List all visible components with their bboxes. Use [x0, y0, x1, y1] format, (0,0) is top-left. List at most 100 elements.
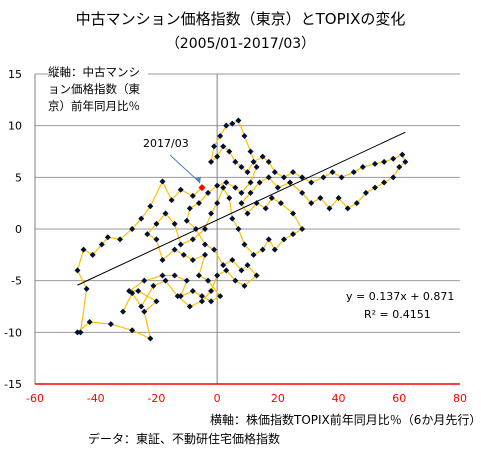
data-point	[317, 195, 324, 201]
data-point	[308, 179, 315, 186]
data-point	[214, 182, 221, 189]
data-point	[171, 220, 178, 227]
data-point	[117, 236, 123, 243]
data-point	[265, 174, 272, 181]
x-tick-label: 60	[392, 392, 406, 405]
annotation-label: 2017/03	[143, 137, 189, 150]
data-point	[208, 210, 215, 217]
data-point	[232, 158, 239, 165]
data-point	[226, 195, 233, 201]
data-point	[195, 200, 202, 207]
annotation-arrowhead	[194, 176, 201, 184]
data-point	[223, 267, 230, 274]
data-point	[359, 164, 366, 170]
data-point	[250, 251, 257, 258]
data-point	[214, 272, 221, 279]
data-point	[241, 241, 248, 248]
data-point	[238, 189, 245, 196]
data-point	[202, 226, 208, 232]
data-point	[80, 246, 87, 253]
y-tick-label: 5	[15, 171, 22, 184]
data-point	[223, 122, 230, 129]
data-point	[186, 303, 193, 310]
data-point	[326, 205, 333, 212]
annotation-arrow	[169, 154, 201, 184]
data-point	[350, 169, 357, 176]
data-point	[214, 153, 221, 160]
data-point	[107, 321, 114, 328]
data-point	[129, 226, 136, 232]
data-point	[153, 220, 160, 227]
data-point	[232, 277, 239, 284]
data-point	[83, 285, 90, 292]
data-point	[381, 158, 388, 165]
data-point	[396, 164, 403, 170]
data-point	[244, 210, 251, 217]
data-point	[223, 179, 230, 186]
data-point	[271, 246, 278, 253]
data-point	[329, 169, 336, 176]
data-point	[241, 133, 248, 139]
data-point	[159, 178, 166, 185]
data-point	[177, 241, 184, 248]
data-point	[256, 179, 263, 186]
data-point	[183, 217, 190, 224]
data-point	[195, 272, 202, 279]
data-point	[253, 272, 260, 279]
data-point	[189, 288, 196, 294]
data-point	[247, 189, 254, 196]
data-point	[344, 205, 351, 212]
data-point	[253, 200, 260, 207]
data-point	[244, 262, 251, 269]
data-point	[147, 203, 154, 210]
data-point	[280, 174, 287, 181]
data-point	[265, 158, 272, 165]
data-point	[290, 169, 297, 176]
data-point	[129, 327, 136, 334]
y-tick-label: 10	[8, 120, 22, 133]
x-tick-label: -60	[26, 392, 44, 405]
data-point	[299, 226, 306, 232]
y-tick-label: 15	[8, 68, 22, 81]
data-point	[138, 303, 145, 310]
data-point	[205, 277, 212, 284]
data-point	[220, 184, 227, 191]
data-point	[98, 241, 105, 248]
data-point	[189, 257, 196, 263]
data-point	[202, 241, 208, 248]
data-point	[147, 335, 154, 342]
data-point	[153, 236, 160, 243]
data-point	[104, 234, 111, 241]
data-point	[208, 298, 215, 305]
data-point	[274, 184, 281, 191]
data-point	[171, 246, 178, 253]
data-point	[198, 293, 205, 300]
data-point	[253, 164, 260, 170]
data-point	[399, 151, 406, 158]
data-point	[208, 288, 215, 294]
y-tick-label: -15	[4, 378, 22, 391]
data-point	[150, 282, 157, 289]
data-point	[186, 205, 193, 212]
x-tick-label: 80	[453, 392, 467, 405]
data-point	[353, 200, 360, 207]
data-point	[217, 293, 224, 300]
data-point	[235, 226, 242, 232]
data-point	[77, 329, 84, 336]
data-point	[211, 246, 218, 253]
data-point	[159, 272, 166, 279]
data-point	[214, 200, 221, 207]
data-point	[162, 277, 169, 284]
data-point	[280, 236, 287, 243]
data-point	[162, 210, 169, 217]
x-tick-label: -40	[87, 392, 105, 405]
data-point	[86, 319, 93, 325]
data-point	[238, 200, 245, 207]
data-point	[120, 308, 127, 315]
data-point	[241, 282, 248, 289]
y-tick-label: 0	[15, 223, 22, 236]
chart-subtitle: （2005/01-2017/03）	[165, 36, 316, 52]
data-point	[174, 293, 181, 300]
trend-equation: y = 0.137x + 0.871	[346, 290, 455, 303]
r-squared: R² = 0.4151	[364, 308, 431, 321]
